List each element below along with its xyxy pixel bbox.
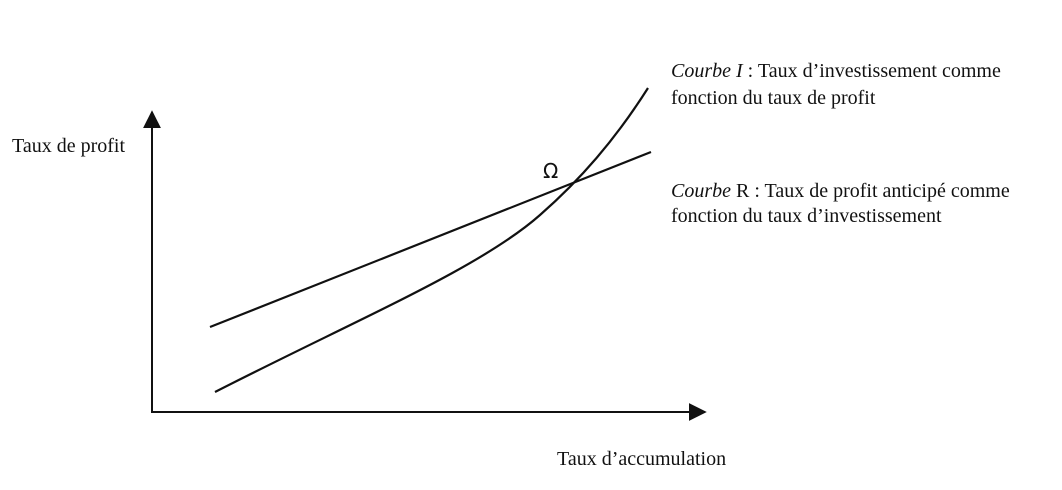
curve-r-legend: Courbe R : Taux de profit anticipé comme bbox=[671, 180, 1010, 202]
y-axis-label: Taux de profit bbox=[12, 135, 125, 157]
curve-i-legend: Courbe I : Taux d’investissement comme bbox=[671, 60, 1001, 82]
point-label: Ω bbox=[543, 159, 558, 183]
curve-description: fonction du taux de profit bbox=[671, 87, 876, 109]
curve-description: : Taux d’investissement comme bbox=[743, 60, 1001, 82]
curve-r bbox=[209, 150, 652, 329]
curve-i bbox=[214, 87, 649, 393]
x-axis-label: Taux d’accumulation bbox=[557, 448, 726, 470]
curve-name: Courbe bbox=[671, 180, 731, 202]
curve-name: Courbe I bbox=[671, 60, 744, 82]
curve-description: R : Taux de profit anticipé comme bbox=[731, 180, 1010, 202]
curve-description: fonction du taux d’investissement bbox=[671, 205, 942, 227]
